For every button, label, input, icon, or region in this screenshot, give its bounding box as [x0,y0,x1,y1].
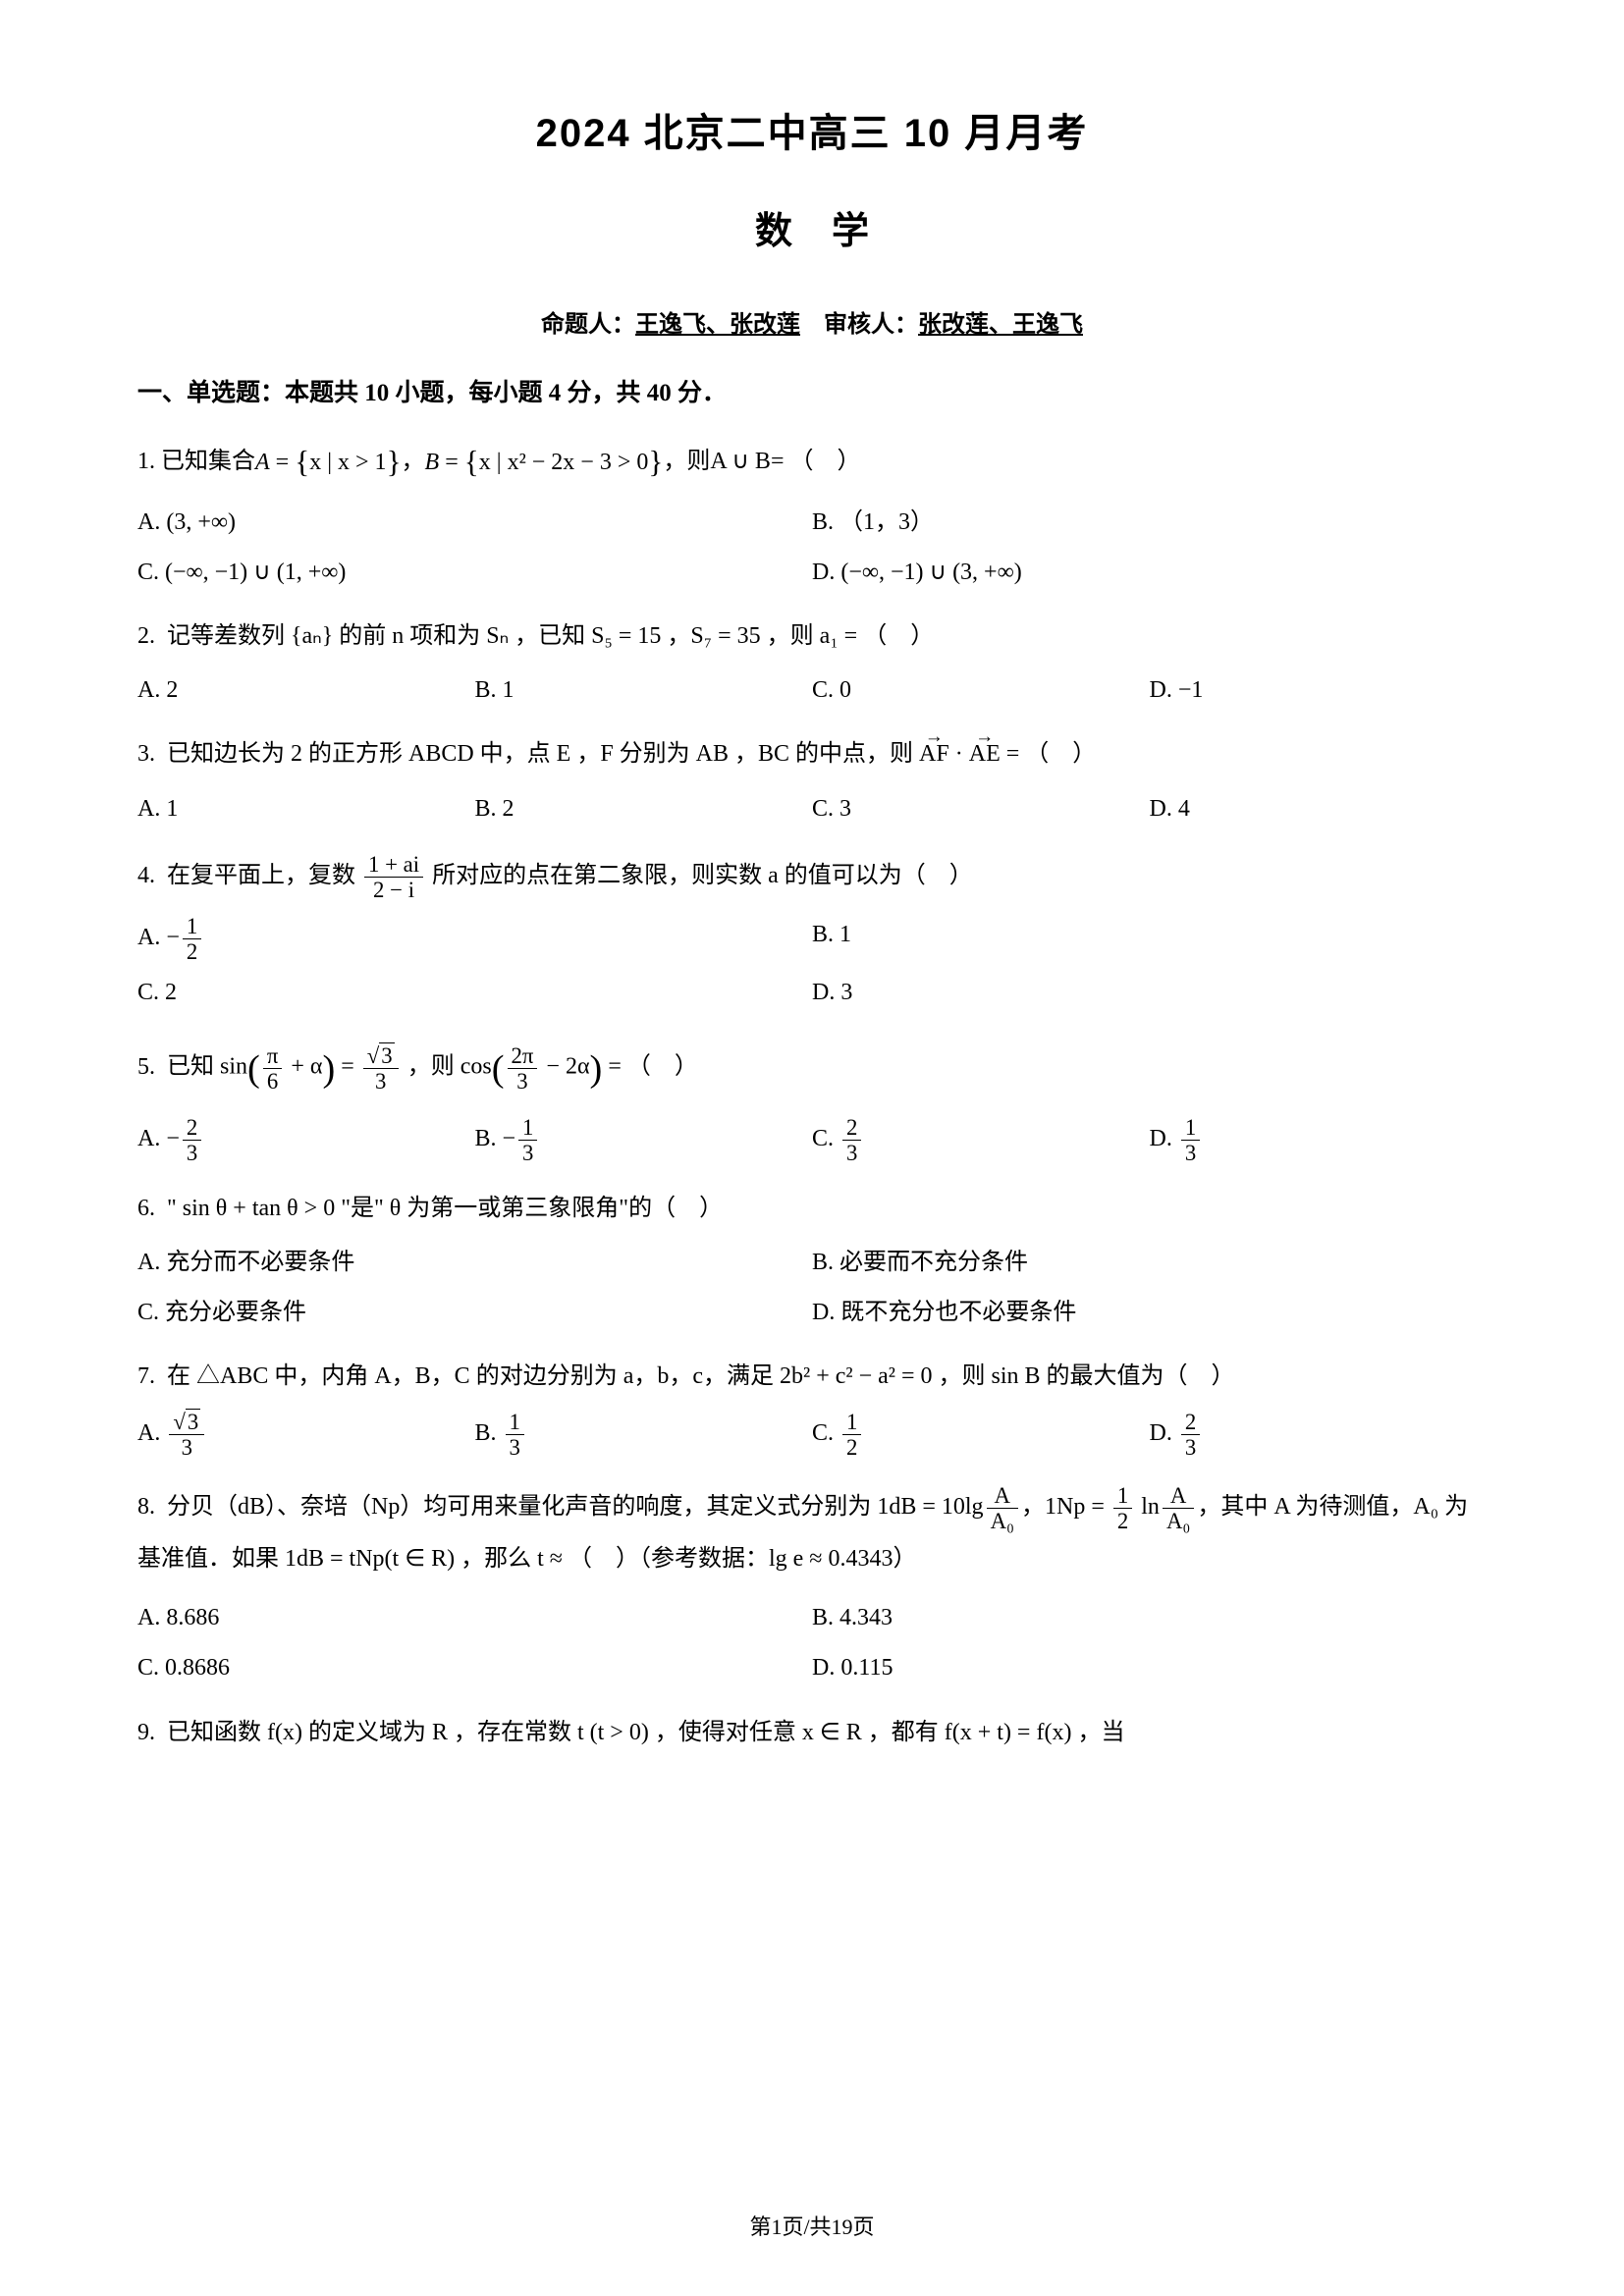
q3-vec1: AF [919,733,949,775]
page-footer: 第1页/共19页 [0,2208,1624,2247]
q1-post: = （ ） [771,441,861,483]
question-1: 1. 已知集合 A = {x | x > 1} ， B = {x | x² − … [137,435,1487,599]
q6-opt-c: C. 充分必要条件 [137,1288,812,1338]
q5-num: 5. [137,1054,155,1080]
q7-opt-c: C. 12 [812,1406,1150,1464]
q4-frac: 1 + ai 2 − i [364,852,423,902]
q8-opt-c: C. 0.8686 [137,1643,812,1693]
question-7: 7. 在 △ABC 中，内角 A，B，C 的对边分别为 a，b，c，满足 2b²… [137,1356,1487,1464]
q4-opt-a: A. −12 [137,910,812,968]
question-5: 5. 已知 sin(π6 + α) = 33 ，则 cos(2π3 − 2α) … [137,1036,1487,1169]
q5-opt-a: A. −23 [137,1111,475,1169]
q8-opt-a: A. 8.686 [137,1593,812,1643]
question-6: 6. " sin θ + tan θ > 0 "是" θ 为第一或第三象限角"的… [137,1188,1487,1339]
q5-opt-d: D. 13 [1150,1111,1488,1169]
q1-opt-d: D. (−∞, −1) ∪ (3, +∞) [812,548,1487,598]
q3-opt-a: A. 1 [137,784,475,834]
q5-opt-c: C. 23 [812,1111,1150,1169]
q3-text: 已知边长为 2 的正方形 ABCD 中，点 E ，F 分别为 AB ，BC 的中… [167,741,919,767]
q3-opt-b: B. 2 [475,784,813,834]
q6-opt-b: B. 必要而不充分条件 [812,1238,1487,1288]
q1-pre: 已知集合 [161,441,255,483]
q2-opt-c: C. 0 [812,666,1150,716]
q4-opt-c: C. 2 [137,968,812,1018]
q5-pre: 已知 sin [167,1054,247,1080]
q6-num: 6. [137,1196,155,1221]
q8-opt-b: B. 4.343 [812,1593,1487,1643]
q4-pre: 在复平面上，复数 [167,863,361,888]
question-8: 8. 分贝（dB）、奈培（Np）均可用来量化声音的响度，其定义式分别为 1dB … [137,1481,1487,1693]
q4-opt-b: B. 1 [812,910,1487,968]
q7-text: 在 △ABC 中，内角 A，B，C 的对边分别为 a，b，c，满足 2b² + … [167,1363,1235,1389]
question-2: 2. 记等差数列 {aₙ} 的前 n 项和为 Sₙ ，已知 S₅ = 15 ，S… [137,615,1487,716]
reviewer-prefix: 审核人： [824,312,918,338]
q1-opt-c: C. (−∞, −1) ∪ (1, +∞) [137,548,812,598]
q9-num: 9. [137,1720,155,1745]
section-heading: 一、单选题：本题共 10 小题，每小题 4 分，共 40 分． [137,371,1487,415]
q3-post: = （ ） [1006,741,1097,767]
q7-opt-d: D. 23 [1150,1406,1488,1464]
q1-union: A ∪ B [710,441,771,483]
q3-vec2: AE [969,733,1001,775]
q3-opt-c: C. 3 [812,784,1150,834]
q7-num: 7. [137,1363,155,1389]
q8-opt-d: D. 0.115 [812,1643,1487,1693]
question-9: 9. 已知函数 f(x) 的定义域为 R ，存在常数 t (t > 0) ，使得… [137,1712,1487,1754]
q6-opt-d: D. 既不充分也不必要条件 [812,1288,1487,1338]
q4-num: 4. [137,863,155,888]
title-subject: 数学 [137,198,1487,265]
question-3: 3. 已知边长为 2 的正方形 ABCD 中，点 E ，F 分别为 AB ，BC… [137,733,1487,833]
q3-num: 3. [137,741,155,767]
reviewers: 张改莲、王逸飞 [918,312,1083,338]
q4-post: 所对应的点在第二象限，则实数 a 的值可以为（ ） [432,863,973,888]
q5-opt-b: B. −13 [475,1111,813,1169]
author-prefix: 命题人： [541,312,635,338]
q1-num: 1. [137,441,155,483]
q2-opt-d: D. −1 [1150,666,1488,716]
q7-opt-a: A. 33 [137,1406,475,1464]
q3-opt-d: D. 4 [1150,784,1488,834]
question-4: 4. 在复平面上，复数 1 + ai 2 − i 所对应的点在第二象限，则实数 … [137,852,1487,1018]
q1-opt-b: B. （1，3） [812,498,1487,548]
author-line: 命题人：王逸飞、张改莲 审核人：张改莲、王逸飞 [137,304,1487,347]
q6-opt-a: A. 充分而不必要条件 [137,1238,812,1288]
q5-mid: ，则 cos [407,1054,492,1080]
q2-opt-a: A. 2 [137,666,475,716]
q2-num: 2. [137,623,155,649]
title-main: 2024 北京二中高三 10 月月考 [137,98,1487,169]
q1-opt-a: A. (3, +∞) [137,498,812,548]
authors: 王逸飞、张改莲 [635,312,800,338]
q4-opt-d: D. 3 [812,968,1487,1018]
q2-opt-b: B. 1 [475,666,813,716]
q1-setB: B = {x | x² − 2x − 3 > 0} [425,435,664,490]
q9-text: 已知函数 f(x) 的定义域为 R ，存在常数 t (t > 0) ，使得对任意… [167,1720,1124,1745]
q7-opt-b: B. 13 [475,1406,813,1464]
q2-text: 记等差数列 {aₙ} 的前 n 项和为 Sₙ ，已知 S₅ = 15 ，S₇ =… [167,623,934,649]
q6-text: " sin θ + tan θ > 0 "是" θ 为第一或第三象限角"的（ ） [167,1196,723,1221]
q8-pre: 分贝（dB）、奈培（Np）均可用来量化声音的响度，其定义式分别为 1dB = 1… [167,1494,984,1520]
q1-mid: ，则 [663,441,710,483]
q1-setA: A = {x | x > 1} [255,435,402,490]
q5-post: = （ ） [608,1054,698,1080]
q8-num: 8. [137,1494,155,1520]
